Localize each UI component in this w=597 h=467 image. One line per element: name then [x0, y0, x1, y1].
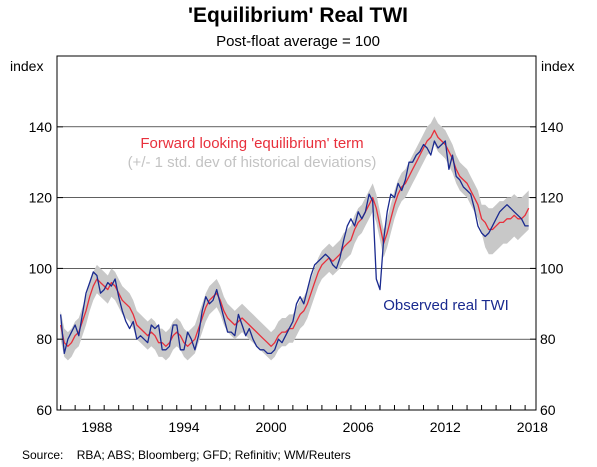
band-area: [60, 116, 529, 361]
observed-twi-line: [59, 140, 529, 355]
x-tick-label: 1988: [81, 419, 112, 435]
forward-equilibrium-line: [59, 129, 530, 347]
plot-frame: [56, 55, 537, 411]
y-axis-label-left: index: [10, 58, 43, 74]
y-tick-label-left: 140: [29, 119, 53, 135]
y-axis-label-right: index: [541, 58, 574, 74]
y-tick-label-left: 100: [29, 260, 53, 276]
x-tick-label: 2006: [343, 419, 374, 435]
y-tick-label-left: 60: [36, 402, 52, 418]
y-tick-label-left: 120: [29, 190, 53, 206]
annotation-observed-twi: Observed real TWI: [383, 297, 509, 314]
y-tick-label-left: 80: [36, 331, 52, 347]
x-tick-label: 2012: [430, 419, 461, 435]
y-tick-label-right: 100: [540, 260, 564, 276]
std-dev-band: [60, 116, 529, 361]
axes: 60 60 80 80 100 100 120 120 140 140 1988 1994 2000 20…: [29, 119, 564, 435]
y-tick-label-right: 140: [540, 119, 564, 135]
x-tick-label: 2000: [256, 419, 287, 435]
chart-subtitle: Post-float average = 100: [216, 33, 380, 50]
x-tick-label: 1994: [168, 419, 199, 435]
series-lines: [59, 129, 530, 355]
y-tick-label-right: 120: [540, 190, 564, 206]
source-note: Source: RBA; ABS; Bloomberg; GFD; Refini…: [22, 448, 351, 462]
y-tick-label-right: 80: [540, 331, 556, 347]
annotation-band: (+/- 1 std. dev of historical deviations…: [128, 154, 377, 171]
chart-title: 'Equilibrium' Real TWI: [188, 4, 408, 27]
y-tick-label-right: 60: [540, 402, 556, 418]
x-tick-label: 2018: [517, 419, 548, 435]
annotation-forward-term: Forward looking 'equilibrium' term: [140, 135, 363, 152]
